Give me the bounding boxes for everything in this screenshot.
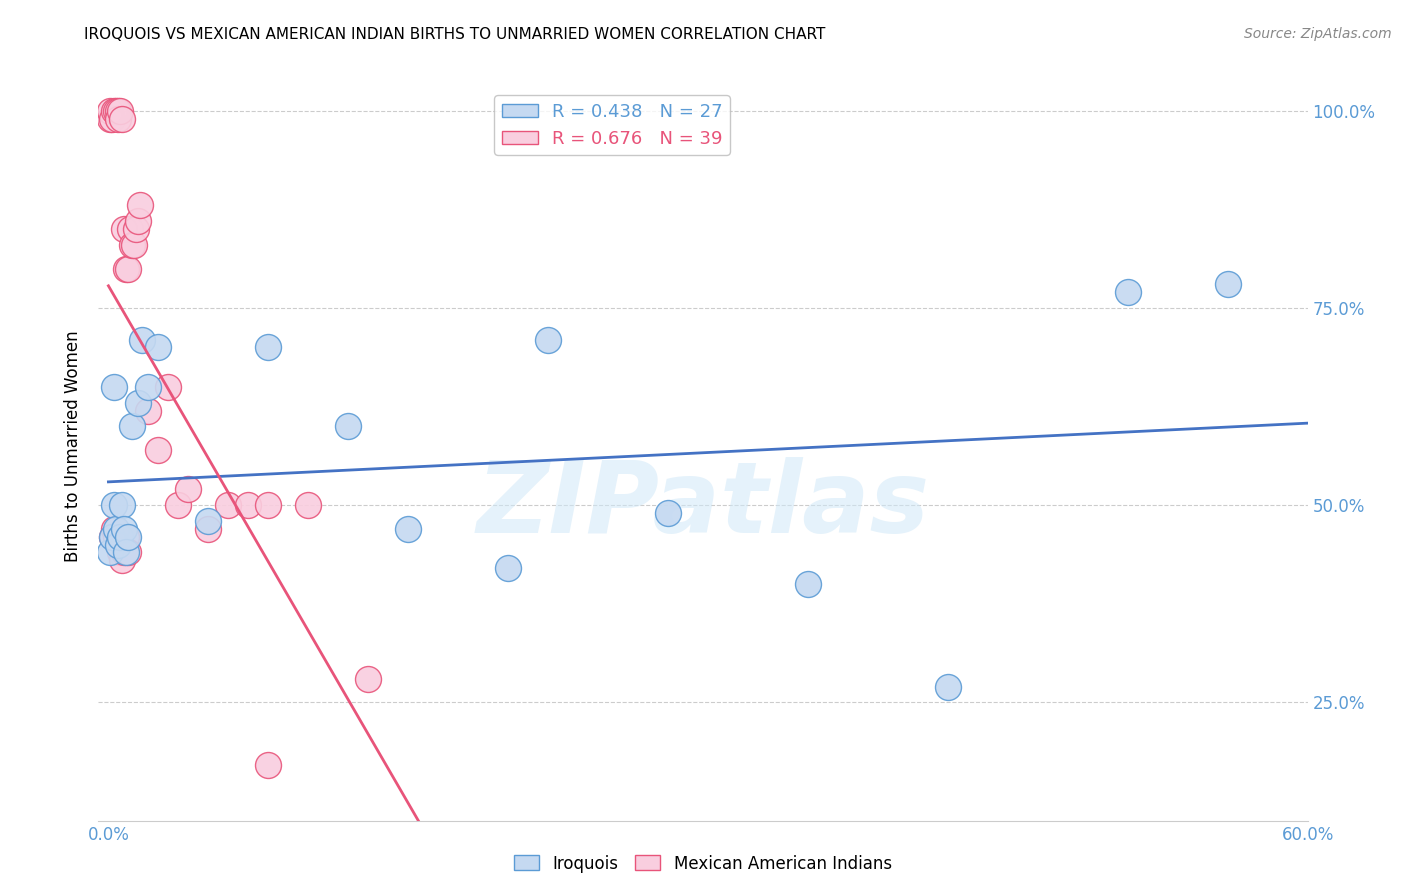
Point — [257, 340, 280, 354]
Point — [357, 672, 380, 686]
Point — [107, 538, 129, 552]
Point — [297, 498, 319, 512]
Point — [537, 333, 560, 347]
Point — [131, 333, 153, 347]
Point — [111, 112, 134, 126]
Point — [238, 498, 260, 512]
Point — [110, 530, 132, 544]
Point — [115, 261, 138, 276]
Point — [138, 380, 160, 394]
Point — [129, 198, 152, 212]
Point — [101, 112, 124, 126]
Point — [101, 530, 124, 544]
Point — [257, 758, 280, 772]
Point — [107, 112, 129, 126]
Point — [105, 522, 128, 536]
Text: Source: ZipAtlas.com: Source: ZipAtlas.com — [1244, 27, 1392, 41]
Point — [124, 238, 146, 252]
Point — [217, 498, 239, 512]
Point — [103, 498, 125, 512]
Point — [138, 403, 160, 417]
Point — [148, 442, 170, 457]
Point — [177, 483, 200, 497]
Point — [105, 530, 128, 544]
Point — [127, 395, 149, 409]
Point — [167, 498, 190, 512]
Legend: Iroquois, Mexican American Indians: Iroquois, Mexican American Indians — [508, 848, 898, 880]
Point — [111, 553, 134, 567]
Point — [100, 103, 122, 118]
Point — [115, 530, 138, 544]
Point — [197, 514, 219, 528]
Point — [496, 561, 519, 575]
Point — [148, 340, 170, 354]
Point — [110, 103, 132, 118]
Point — [100, 112, 122, 126]
Point — [257, 498, 280, 512]
Point — [797, 577, 820, 591]
Point — [112, 222, 135, 236]
Point — [110, 545, 132, 559]
Text: ZIPatlas: ZIPatlas — [477, 458, 929, 555]
Point — [112, 545, 135, 559]
Point — [107, 103, 129, 118]
Point — [101, 530, 124, 544]
Point — [125, 222, 148, 236]
Point — [121, 238, 143, 252]
Point — [103, 522, 125, 536]
Point — [157, 380, 180, 394]
Point — [127, 214, 149, 228]
Point — [117, 545, 139, 559]
Point — [121, 419, 143, 434]
Point — [107, 538, 129, 552]
Point — [1116, 285, 1139, 300]
Point — [103, 380, 125, 394]
Point — [120, 222, 142, 236]
Point — [111, 498, 134, 512]
Point — [197, 522, 219, 536]
Point — [103, 103, 125, 118]
Point — [105, 103, 128, 118]
Point — [112, 522, 135, 536]
Point — [936, 680, 959, 694]
Point — [337, 419, 360, 434]
Point — [117, 261, 139, 276]
Legend: R = 0.438   N = 27, R = 0.676   N = 39: R = 0.438 N = 27, R = 0.676 N = 39 — [495, 95, 730, 155]
Point — [396, 522, 419, 536]
Point — [100, 545, 122, 559]
Point — [117, 530, 139, 544]
Point — [115, 545, 138, 559]
Text: IROQUOIS VS MEXICAN AMERICAN INDIAN BIRTHS TO UNMARRIED WOMEN CORRELATION CHART: IROQUOIS VS MEXICAN AMERICAN INDIAN BIRT… — [84, 27, 825, 42]
Y-axis label: Births to Unmarried Women: Births to Unmarried Women — [65, 330, 83, 562]
Point — [657, 506, 679, 520]
Point — [1216, 277, 1239, 292]
